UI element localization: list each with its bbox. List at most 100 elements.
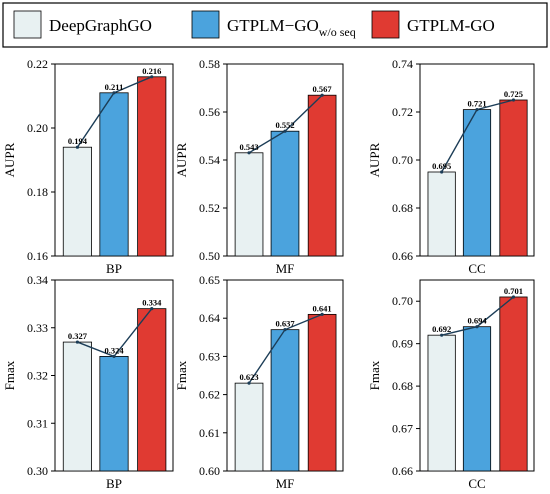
- trend-point-3: [150, 307, 154, 311]
- legend-swatch-1: [13, 10, 42, 39]
- bar-1: [62, 146, 92, 257]
- bar-3: [499, 99, 528, 257]
- bar-2: [462, 109, 492, 257]
- bar-1: [427, 334, 456, 472]
- value-label-3: 0.216: [142, 66, 161, 76]
- y-tick-label: 0.67: [392, 422, 413, 436]
- trend-point-3: [320, 93, 324, 97]
- trend-point-2: [112, 354, 116, 358]
- x-axis-label: BP: [106, 476, 122, 491]
- legend-box: [2, 2, 548, 48]
- y-tick-label: 0.68: [392, 379, 413, 393]
- trend-point-3: [511, 295, 516, 299]
- y-tick-label: 0.70: [392, 153, 413, 167]
- y-tick-label: 0.50: [199, 249, 220, 263]
- chart-panel-5: 0.60 0.61 0.62 0.63 0.64 0.65 Fmax MF 0.623 0.637…: [174, 273, 344, 491]
- trend-point-1: [75, 145, 80, 149]
- bar-3: [307, 94, 337, 257]
- trend-point-1: [440, 170, 444, 174]
- y-tick-label: 0.63: [199, 349, 220, 363]
- value-label-3: 0.334: [142, 298, 162, 308]
- chart-panel-3: 0.66 0.68 0.70 0.72 0.74 AUPR CC 0.695 0.721 0.72…: [367, 57, 535, 276]
- chart-panel-6: 0.66 0.67 0.68 0.69 0.70 Fmax CC 0.692 0.694 0.70…: [367, 279, 535, 491]
- chart-panel-2: 0.50 0.52 0.54 0.56 0.58 AUPR MF 0.543 0.552 0.56…: [174, 57, 344, 276]
- y-axis-label: AUPR: [367, 142, 382, 177]
- value-label-1: 0.543: [239, 142, 258, 152]
- y-tick-label: 0.34: [27, 273, 48, 287]
- y-axis-label: Fmax: [2, 360, 17, 390]
- bar-3: [137, 76, 167, 257]
- value-label-1: 0.327: [68, 331, 88, 341]
- bar-2: [462, 326, 492, 472]
- value-label-3: 0.701: [504, 286, 523, 296]
- bar-1: [234, 382, 264, 472]
- bar-3: [307, 313, 337, 472]
- value-label-1: 0.623: [239, 372, 258, 382]
- value-label-2: 0.721: [467, 99, 486, 109]
- y-tick-label: 0.66: [392, 464, 413, 478]
- bar-3: [499, 296, 528, 472]
- value-label-2: 0.211: [105, 82, 124, 92]
- bar-1: [62, 341, 92, 472]
- value-label-3: 0.641: [313, 303, 332, 313]
- trend-point-1: [247, 381, 251, 385]
- y-tick-label: 0.69: [392, 337, 413, 351]
- legend-swatch-3: [371, 10, 400, 39]
- legend-swatch-2: [191, 10, 220, 39]
- y-axis-label: Fmax: [367, 360, 382, 390]
- value-label-2: 0.324: [104, 345, 124, 355]
- legend-label-3: GTPLM-GO: [407, 16, 495, 35]
- trend-point-3: [320, 312, 324, 316]
- y-tick-label: 0.22: [27, 57, 48, 71]
- trend-point-3: [150, 75, 154, 79]
- trend-point-1: [75, 340, 80, 344]
- y-axis-label: Fmax: [174, 360, 189, 390]
- x-axis-label: MF: [276, 261, 295, 276]
- y-tick-label: 0.72: [392, 105, 413, 119]
- value-label-3: 0.567: [313, 84, 333, 94]
- value-label-3: 0.725: [504, 89, 523, 99]
- y-tick-label: 0.74: [392, 57, 413, 71]
- bar-2: [99, 355, 129, 472]
- bar-1: [427, 171, 456, 257]
- y-axis-label: AUPR: [174, 142, 189, 177]
- y-tick-label: 0.33: [27, 321, 48, 335]
- y-tick-label: 0.70: [392, 294, 413, 308]
- chart-panel-1: 0.16 0.18 0.20 0.22 AUPR BP 0.194 0.211 0.216: [2, 57, 174, 276]
- value-label-1: 0.692: [432, 324, 451, 334]
- bar-2: [99, 92, 129, 257]
- trend-point-2: [475, 108, 479, 112]
- x-axis-label: CC: [468, 476, 485, 491]
- trend-point-1: [247, 151, 251, 155]
- y-tick-label: 0.61: [199, 426, 220, 440]
- y-tick-label: 0.54: [199, 153, 220, 167]
- bar-2: [270, 329, 300, 472]
- legend-label-1: DeepGraphGO: [49, 16, 152, 35]
- y-tick-label: 0.16: [27, 249, 48, 263]
- y-tick-label: 0.58: [199, 57, 220, 71]
- value-label-1: 0.194: [68, 136, 88, 146]
- value-label-2: 0.637: [275, 319, 295, 329]
- y-tick-label: 0.20: [27, 121, 48, 135]
- bar-3: [137, 308, 167, 472]
- y-tick-label: 0.64: [199, 311, 220, 325]
- x-axis-label: CC: [468, 261, 485, 276]
- y-tick-label: 0.65: [199, 273, 220, 287]
- trend-point-2: [112, 91, 116, 95]
- x-axis-label: MF: [276, 476, 295, 491]
- value-label-2: 0.694: [467, 316, 487, 326]
- y-tick-label: 0.32: [27, 369, 48, 383]
- y-tick-label: 0.30: [27, 464, 48, 478]
- chart-panel-4: 0.30 0.31 0.32 0.33 0.34 Fmax BP 0.327 0.324 0.33…: [2, 273, 174, 491]
- bar-2: [270, 130, 300, 257]
- y-axis-label: AUPR: [2, 142, 17, 177]
- value-label-2: 0.552: [275, 120, 294, 130]
- trend-point-2: [283, 328, 287, 332]
- x-axis-label: BP: [106, 261, 122, 276]
- bar-1: [234, 152, 264, 257]
- y-tick-label: 0.56: [199, 105, 220, 119]
- value-label-1: 0.695: [432, 161, 451, 171]
- y-tick-label: 0.60: [199, 464, 220, 478]
- y-tick-label: 0.62: [199, 388, 220, 402]
